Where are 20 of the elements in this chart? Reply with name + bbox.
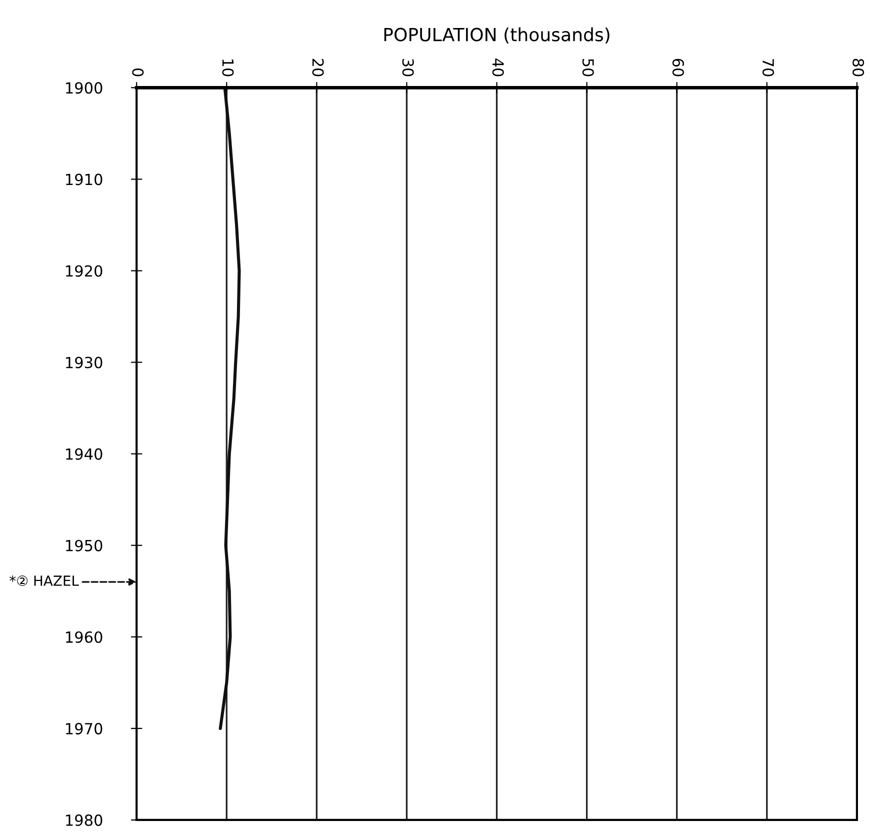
- y-tick-label: 1980: [66, 814, 102, 826]
- x-tick-label: 50: [582, 58, 594, 76]
- x-tick-label: 70: [762, 59, 774, 76]
- y-tick-label: 1910: [66, 174, 102, 186]
- x-tick-label: 80: [852, 58, 864, 76]
- y-tick-label: 1970: [66, 722, 102, 734]
- y-tick-label: 1900: [66, 82, 102, 94]
- x-tick-label: 30: [402, 58, 414, 76]
- x-tick-label: 20: [312, 58, 324, 76]
- y-tick-label: 1930: [66, 356, 102, 368]
- x-tick-label: 40: [492, 58, 504, 76]
- x-tick-label: 60: [672, 58, 684, 76]
- y-tick-label: 1920: [66, 265, 102, 277]
- x-tick-label: 10: [222, 59, 234, 76]
- text: *② HAZEL: [10, 576, 79, 586]
- y-tick-label: 1960: [66, 631, 102, 643]
- x-axis-title: POPULATION (thousands): [384, 27, 610, 44]
- x-tick-label: 0: [132, 68, 144, 76]
- y-tick-label: 1940: [66, 448, 102, 460]
- y-tick-label: 1950: [66, 540, 102, 552]
